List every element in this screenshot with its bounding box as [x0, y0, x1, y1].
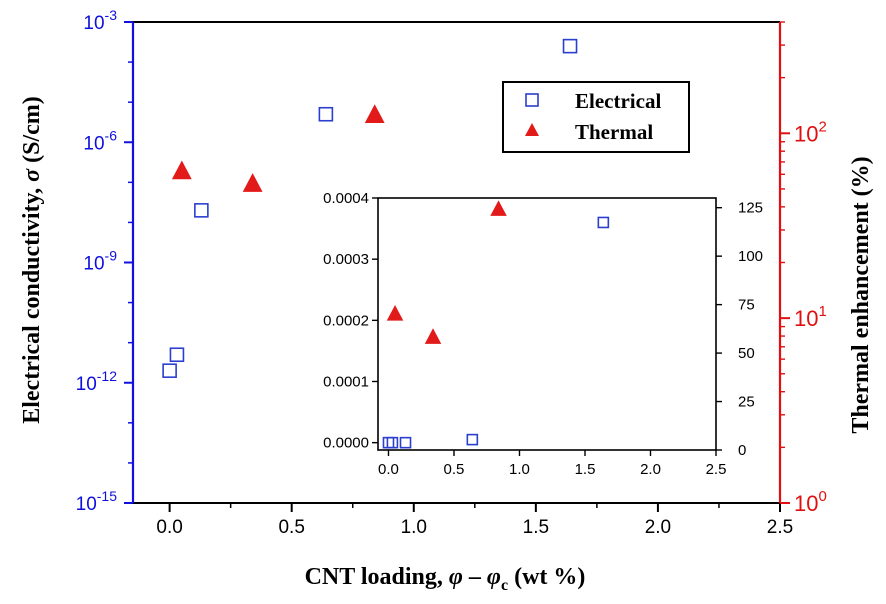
x-axis-title: CNT loading, φ – φc (wt %) [305, 564, 586, 594]
main-axes: 0.0 0.5 1.0 1.5 2.0 2.5 10-15 10-12 10-9 10-6 10-3… [76, 7, 827, 538]
inset-x-tick-label: 2.0 [640, 461, 661, 478]
inset-thermal-point [490, 200, 507, 216]
thermal-point [171, 160, 192, 180]
inset-electrical-point [386, 436, 399, 449]
legend-label-electrical: Electrical [575, 89, 661, 113]
inset-thermal-point [386, 305, 404, 321]
electrical-point [318, 106, 334, 122]
inset-x-tick-label: 0.5 [444, 461, 465, 478]
electrical-point [162, 363, 177, 378]
main-left-y-tick-label: 10-3 [83, 7, 117, 34]
left-y-axis-title: Electrical conductivity, σ (S/cm) [19, 96, 45, 424]
main-x-tick-label: 1.0 [401, 517, 427, 538]
main-x-tick-label: 1.5 [523, 517, 549, 538]
inset-right-y-tick-label: 25 [738, 394, 755, 411]
inset-left-y-tick-label: 0.0000 [323, 435, 369, 452]
main-x-tick-label: 2.0 [645, 517, 671, 538]
legend-marker-thermal [525, 123, 539, 136]
inset-left-y-tick-label: 0.0002 [323, 312, 369, 329]
main-left-y-tick-label: 10-6 [83, 127, 117, 154]
electrical-point [169, 347, 185, 363]
inset-thermal-point [424, 328, 442, 344]
thermal-point [364, 104, 385, 123]
main-right-y-tick-label: 101 [794, 303, 827, 331]
inset-electrical-point [399, 436, 412, 449]
inset-left-y-tick-label: 0.0004 [323, 190, 369, 207]
inset-x-tick-label: 1.0 [509, 461, 530, 478]
legend-label-thermal: Thermal [575, 120, 653, 144]
main-x-tick-label: 0.0 [156, 517, 182, 538]
inset-data-points [382, 200, 610, 449]
electrical-point [194, 203, 209, 218]
thermal-point [242, 173, 263, 192]
inset-electrical-point [466, 433, 479, 446]
inset-axes: 0.0 0.5 1.0 1.5 2.0 2.5 0.0000 0.0001 0.0002 0.00… [323, 190, 763, 478]
right-y-axis-title: Thermal enhancement (%) [848, 156, 874, 433]
inset-left-y-tick-label: 0.0003 [323, 251, 369, 268]
main-right-y-tick-label: 102 [794, 118, 827, 146]
main-x-tick-label: 2.5 [767, 517, 793, 538]
electrical-point [562, 38, 578, 54]
inset-right-y-tick-label: 50 [738, 345, 755, 362]
inset-right-y-tick-label: 100 [738, 248, 763, 265]
inset-border [377, 197, 717, 451]
legend: Electrical Thermal [502, 81, 690, 153]
legend-marker-electrical [525, 93, 539, 107]
main-right-y-tick-label: 100 [794, 488, 827, 516]
inset-x-tick-label: 0.0 [378, 461, 399, 478]
inset-x-tick-label: 1.5 [575, 461, 596, 478]
main-left-y-tick-label: 10-9 [83, 248, 117, 275]
inset-electrical-point [597, 216, 610, 229]
inset-left-y-tick-label: 0.0001 [323, 373, 369, 390]
inset-plot-frame [377, 197, 717, 451]
main-left-y-tick-label: 10-15 [76, 488, 118, 515]
inset-x-tick-label: 2.5 [706, 461, 727, 478]
main-x-tick-label: 0.5 [278, 517, 304, 538]
inset-right-y-tick-label: 75 [738, 297, 755, 314]
inset-right-y-tick-label: 0 [738, 442, 746, 459]
inset-right-y-tick-label: 125 [738, 200, 763, 217]
main-data-points [162, 38, 578, 378]
main-left-y-tick-label: 10-12 [76, 368, 118, 395]
